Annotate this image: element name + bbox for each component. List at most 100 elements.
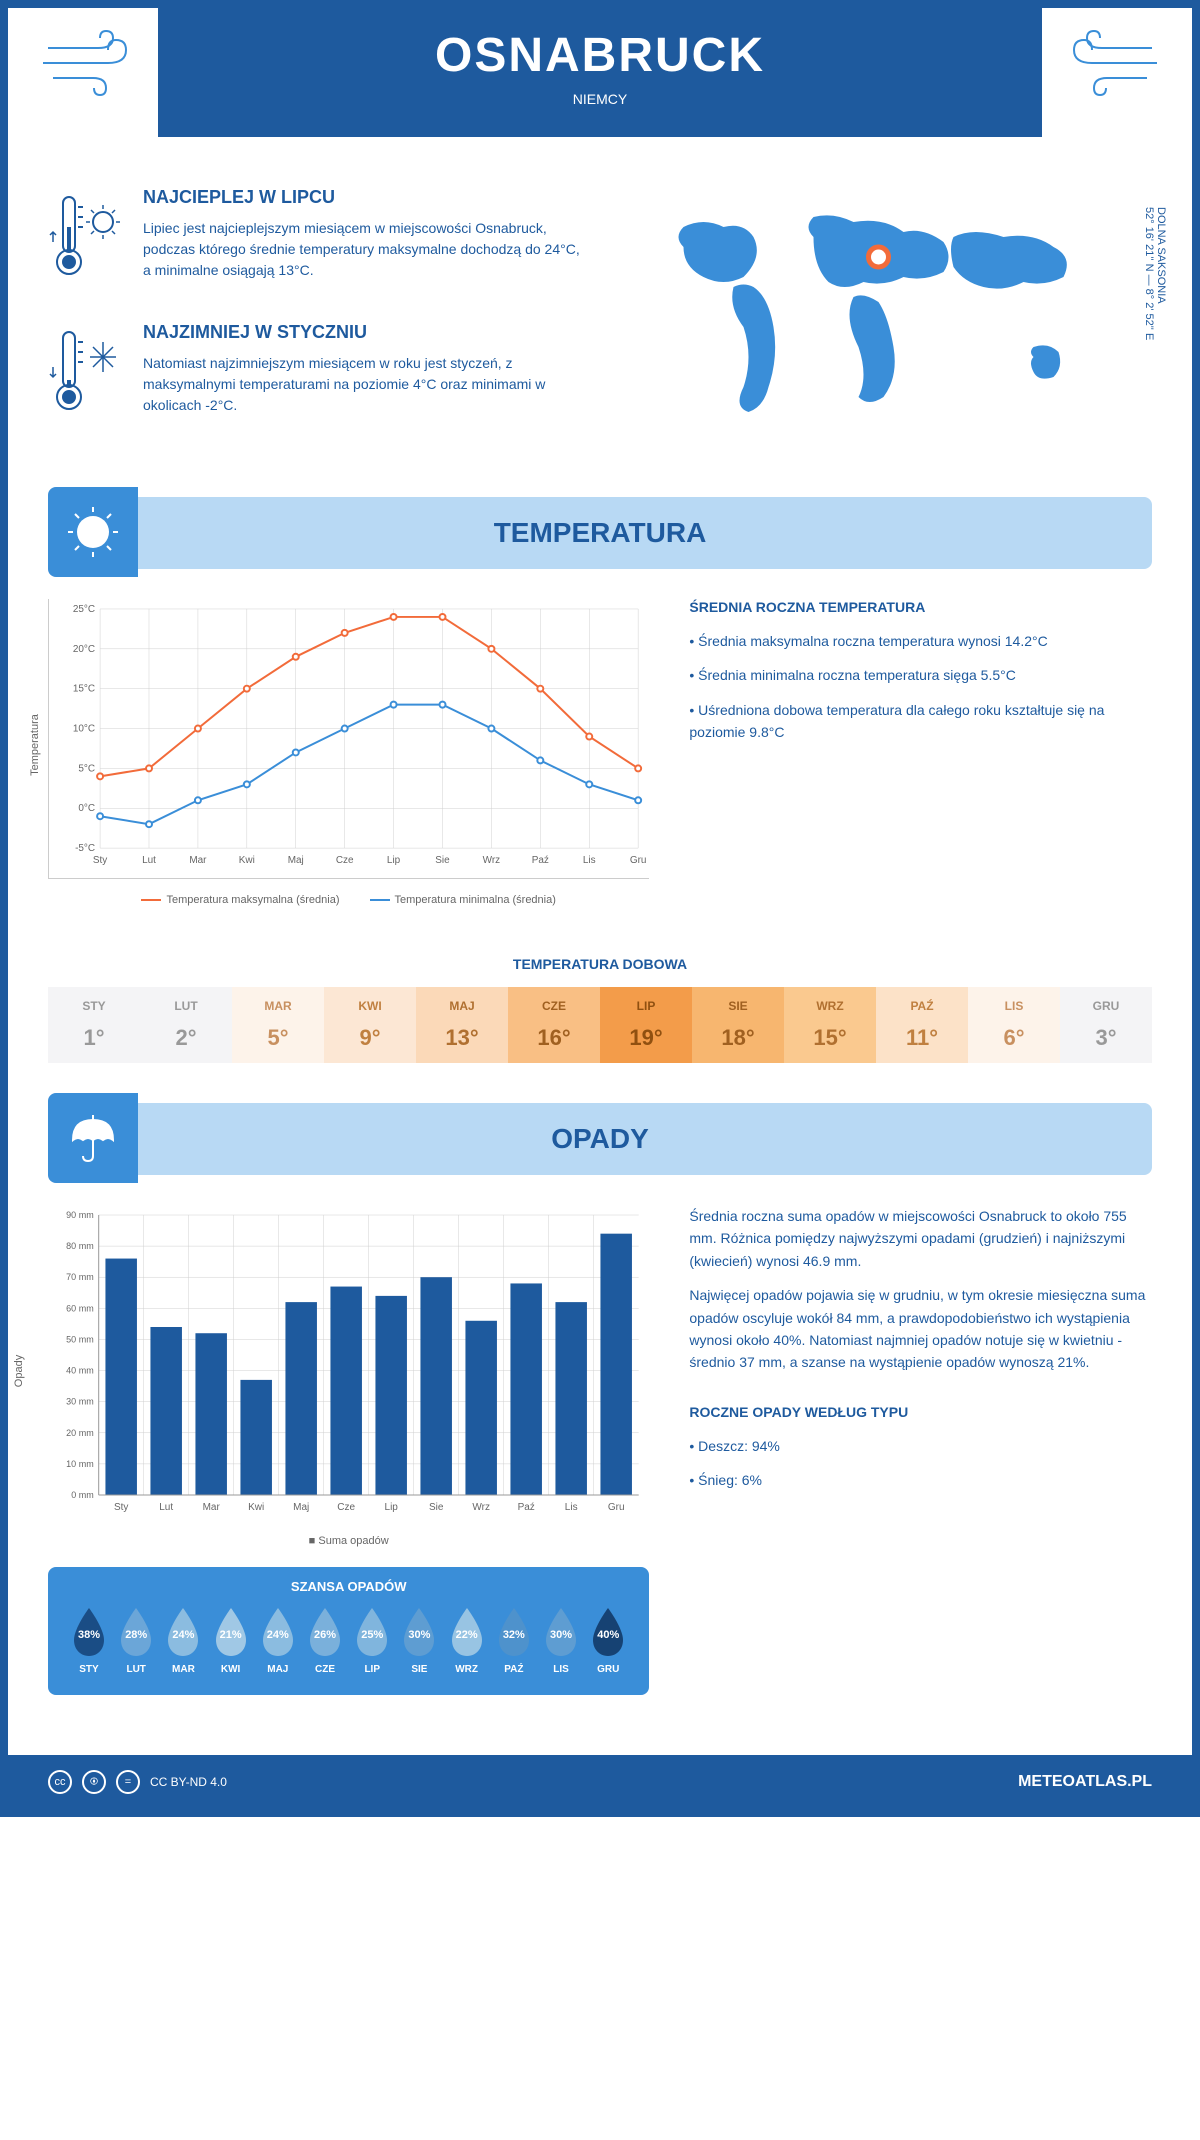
daily-title: TEMPERATURA DOBOWA [48, 956, 1152, 972]
temp-cell: SIE18° [692, 987, 784, 1063]
svg-text:Paź: Paź [532, 855, 549, 866]
svg-text:Lut: Lut [142, 855, 156, 866]
precip-text: Średnia roczna suma opadów w miejscowośc… [689, 1205, 1152, 1695]
svg-text:Wrz: Wrz [472, 1502, 490, 1513]
svg-text:Lis: Lis [583, 855, 596, 866]
svg-text:10°C: 10°C [73, 724, 95, 735]
temp-cell: GRU3° [1060, 987, 1152, 1063]
svg-text:Sie: Sie [429, 1502, 444, 1513]
temp-cell: KWI9° [324, 987, 416, 1063]
site: METEOATLAS.PL [1018, 1773, 1152, 1791]
svg-text:Sty: Sty [114, 1502, 128, 1513]
precip-p1: Średnia roczna suma opadów w miejscowośc… [689, 1205, 1152, 1272]
svg-text:15°C: 15°C [73, 684, 95, 695]
drop-item: 22%WRZ [446, 1606, 488, 1675]
coords-text: 52° 16' 21'' N — 8° 2' 52'' E [1143, 207, 1155, 340]
coldest-desc: Natomiast najzimniejszym miesiącem w rok… [143, 353, 585, 416]
temp-chart-row: Temperatura -5°C0°C5°C10°C15°C20°C25°CSt… [8, 569, 1192, 936]
svg-text:Gru: Gru [630, 855, 647, 866]
temp-table: STY1°LUT2°MAR5°KWI9°MAJ13°CZE16°LIP19°SI… [48, 987, 1152, 1063]
svg-text:70 mm: 70 mm [66, 1272, 94, 1282]
cc-icon: cc [48, 1770, 72, 1794]
temp-cell: STY1° [48, 987, 140, 1063]
umbrella-icon [48, 1093, 138, 1183]
page: OSNABRUCK NIEMCY NAJCIEPLEJ W LIPCU Lipi… [0, 0, 1200, 1817]
precip-ylabel: Opady [13, 1355, 25, 1387]
warmest-text: NAJCIEPLEJ W LIPCU Lipiec jest najcieple… [143, 187, 585, 292]
top-wrap: OSNABRUCK NIEMCY [8, 8, 1192, 137]
svg-text:25°C: 25°C [73, 604, 95, 615]
temp-bullet: • Średnia minimalna roczna temperatura s… [689, 664, 1152, 686]
map-area: DOLNA SAKSONIA 52° 16' 21'' N — 8° 2' 52… [615, 187, 1152, 457]
chance-title: SZANSA OPADÓW [68, 1579, 629, 1594]
world-map-icon [615, 187, 1152, 447]
precip-p2: Najwięcej opadów pojawia się w grudniu, … [689, 1284, 1152, 1374]
svg-text:Mar: Mar [203, 1502, 221, 1513]
svg-text:Lip: Lip [385, 1502, 399, 1513]
legend-max: Temperatura maksymalna (średnia) [141, 894, 339, 906]
chance-section: SZANSA OPADÓW 38%STY28%LUT24%MAR21%KWI24… [48, 1567, 649, 1695]
svg-text:Gru: Gru [608, 1502, 625, 1513]
city-title: OSNABRUCK [158, 28, 1042, 83]
drop-item: 25%LIP [351, 1606, 393, 1675]
svg-text:Paź: Paź [518, 1502, 535, 1513]
drop-item: 26%CZE [304, 1606, 346, 1675]
sun-icon [48, 487, 138, 577]
warmest-block: NAJCIEPLEJ W LIPCU Lipiec jest najcieple… [48, 187, 585, 292]
drop-item: 32%PAŹ [493, 1606, 535, 1675]
license: CC BY-ND 4.0 [150, 1775, 227, 1789]
legend-min: Temperatura minimalna (średnia) [370, 894, 556, 906]
svg-text:Lut: Lut [159, 1502, 173, 1513]
svg-text:Mar: Mar [189, 855, 207, 866]
nd-icon: = [116, 1770, 140, 1794]
coldest-block: NAJZIMNIEJ W STYCZNIU Natomiast najzimni… [48, 322, 585, 427]
header: OSNABRUCK NIEMCY [158, 8, 1042, 137]
drop-item: 30%SIE [398, 1606, 440, 1675]
temp-section-header: TEMPERATURA [48, 497, 1152, 569]
svg-text:Maj: Maj [288, 855, 304, 866]
precip-chart: Opady 0 mm10 mm20 mm30 mm40 mm50 mm60 mm… [48, 1205, 649, 1695]
drop-item: 28%LUT [115, 1606, 157, 1675]
svg-text:60 mm: 60 mm [66, 1303, 94, 1313]
svg-text:Wrz: Wrz [483, 855, 501, 866]
temp-bullet: • Średnia maksymalna roczna temperatura … [689, 630, 1152, 652]
wind-icon [38, 28, 138, 103]
temp-text-title: ŚREDNIA ROCZNA TEMPERATURA [689, 599, 1152, 615]
temp-cell: PAŹ11° [876, 987, 968, 1063]
warmest-desc: Lipiec jest najcieplejszym miesiącem w m… [143, 218, 585, 281]
temp-cell: LUT2° [140, 987, 232, 1063]
temp-cell: MAR5° [232, 987, 324, 1063]
country: NIEMCY [158, 91, 1042, 107]
svg-text:Maj: Maj [293, 1502, 309, 1513]
svg-text:20 mm: 20 mm [66, 1428, 94, 1438]
temp-cell: MAJ13° [416, 987, 508, 1063]
intro: NAJCIEPLEJ W LIPCU Lipiec jest najcieple… [8, 167, 1192, 477]
precip-title: OPADY [68, 1123, 1132, 1155]
svg-text:20°C: 20°C [73, 644, 95, 655]
svg-text:0 mm: 0 mm [71, 1490, 94, 1500]
temp-cell: LIS6° [968, 987, 1060, 1063]
by-icon: 🅯 [82, 1770, 106, 1794]
footer-left: cc 🅯 = CC BY-ND 4.0 [48, 1770, 227, 1794]
drop-item: 24%MAJ [257, 1606, 299, 1675]
intro-left: NAJCIEPLEJ W LIPCU Lipiec jest najcieple… [48, 187, 585, 457]
drop-item: 30%LIS [540, 1606, 582, 1675]
svg-text:Kwi: Kwi [239, 855, 255, 866]
svg-text:10 mm: 10 mm [66, 1459, 94, 1469]
svg-text:50 mm: 50 mm [66, 1334, 94, 1344]
coordinates: DOLNA SAKSONIA 52° 16' 21'' N — 8° 2' 52… [1143, 207, 1167, 340]
svg-text:40 mm: 40 mm [66, 1366, 94, 1376]
wind-icon [1062, 28, 1162, 103]
type-bullet: • Śnieg: 6% [689, 1469, 1152, 1491]
temp-ylabel: Temperatura [29, 714, 41, 776]
coldest-title: NAJZIMNIEJ W STYCZNIU [143, 322, 585, 343]
drop-item: 38%STY [68, 1606, 110, 1675]
precip-chart-row: Opady 0 mm10 mm20 mm30 mm40 mm50 mm60 mm… [8, 1175, 1192, 1725]
svg-text:Sie: Sie [435, 855, 450, 866]
bar-legend: ■ Suma opadów [48, 1535, 649, 1547]
temp-text: ŚREDNIA ROCZNA TEMPERATURA • Średnia mak… [689, 599, 1152, 906]
svg-text:5°C: 5°C [78, 763, 95, 774]
svg-text:80 mm: 80 mm [66, 1241, 94, 1251]
thermometer-cold-icon [48, 322, 128, 427]
svg-text:Kwi: Kwi [248, 1502, 264, 1513]
